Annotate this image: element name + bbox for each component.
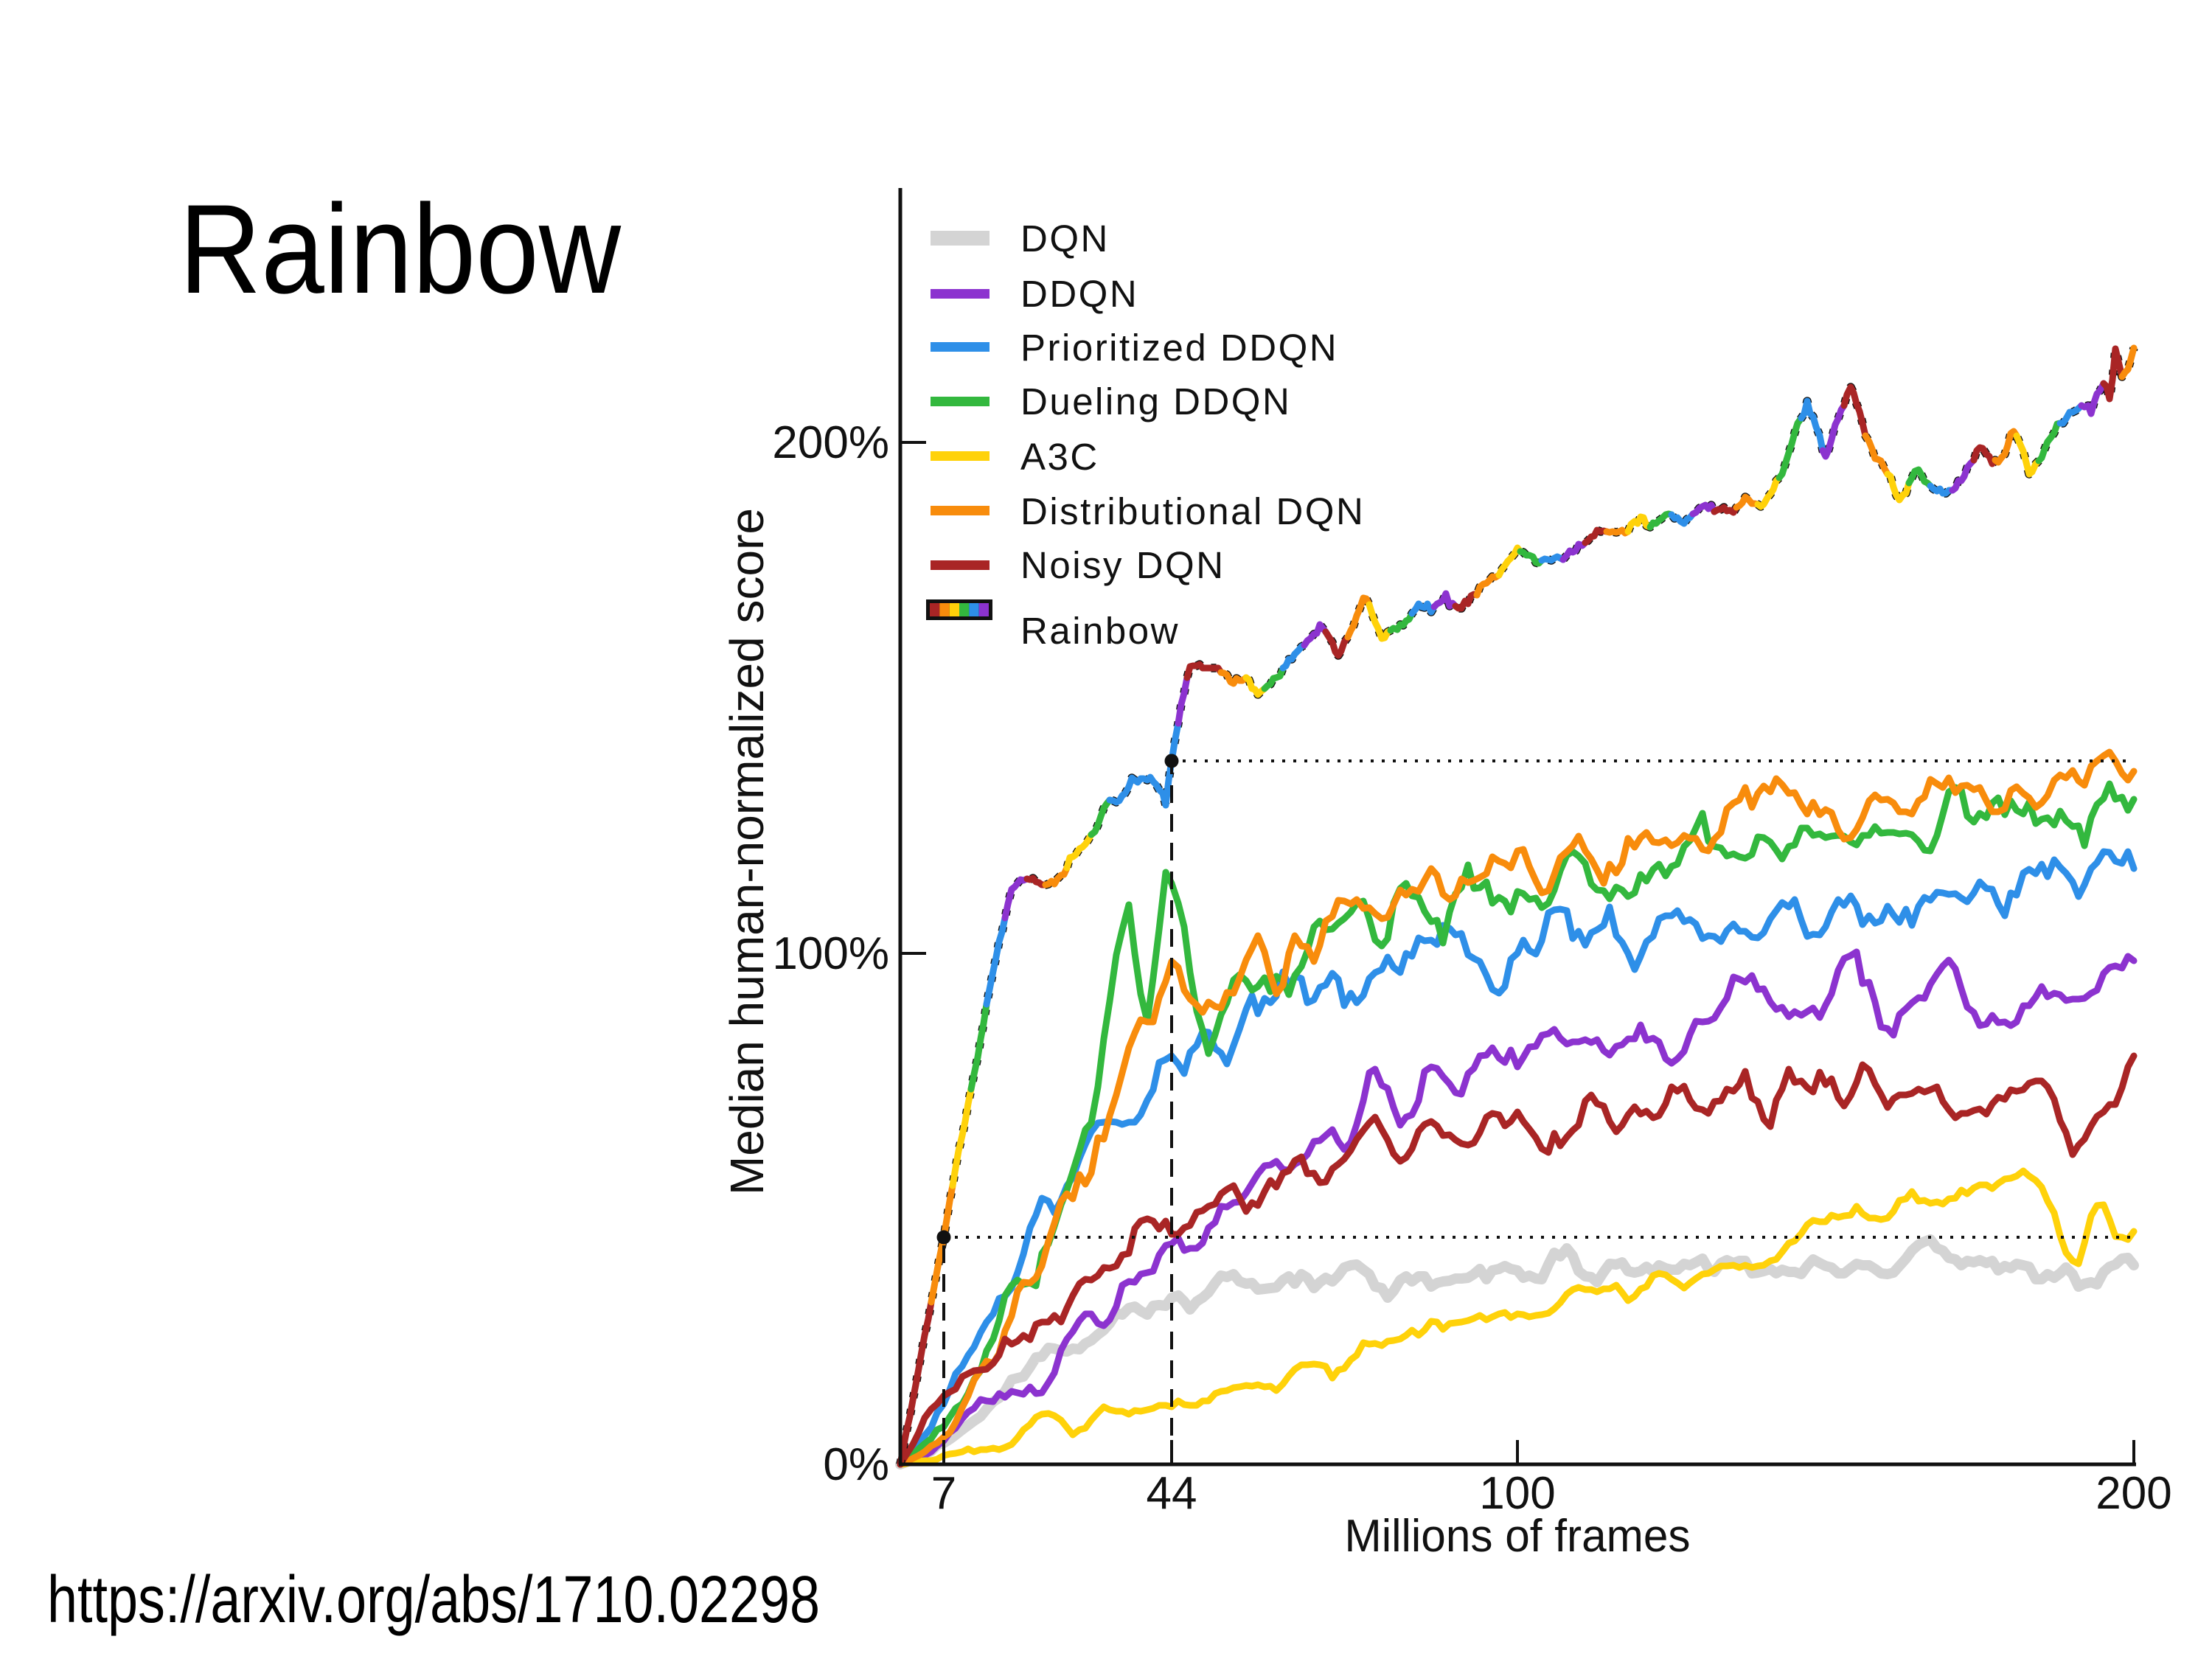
- svg-text:Noisy DQN: Noisy DQN: [1020, 544, 1225, 586]
- svg-text:100: 100: [1479, 1468, 1555, 1519]
- svg-text:44: 44: [1147, 1468, 1197, 1519]
- svg-text:https://arxiv.org/abs/1710.022: https://arxiv.org/abs/1710.02298: [47, 1563, 820, 1637]
- svg-text:Millions of frames: Millions of frames: [1345, 1511, 1691, 1562]
- svg-text:100%: 100%: [772, 928, 889, 979]
- svg-text:DDQN: DDQN: [1020, 273, 1138, 315]
- svg-text:7: 7: [931, 1468, 956, 1519]
- svg-text:A3C: A3C: [1020, 436, 1099, 478]
- svg-text:Dueling DDQN: Dueling DDQN: [1020, 380, 1291, 422]
- svg-text:0%: 0%: [823, 1439, 889, 1490]
- svg-text:200%: 200%: [772, 417, 889, 468]
- svg-text:Rainbow: Rainbow: [179, 178, 622, 320]
- svg-text:200: 200: [2096, 1468, 2171, 1519]
- svg-text:Distributional DQN: Distributional DQN: [1020, 490, 1365, 532]
- svg-text:DQN: DQN: [1020, 218, 1110, 260]
- svg-text:Rainbow: Rainbow: [1020, 610, 1180, 652]
- svg-text:Median human-normalized score: Median human-normalized score: [720, 508, 773, 1195]
- svg-text:Prioritized DDQN: Prioritized DDQN: [1020, 327, 1338, 369]
